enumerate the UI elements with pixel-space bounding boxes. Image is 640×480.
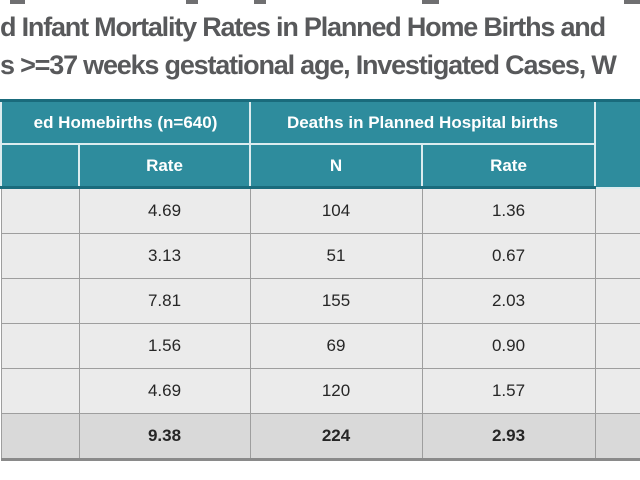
table-row: 7.81 155 2.03 — [0, 278, 640, 324]
cell-n-hospital: 155 — [249, 278, 423, 324]
cell-total-rate-hospital: 2.93 — [421, 413, 596, 461]
cell-rate-hospital: 0.67 — [421, 233, 596, 279]
cell-label-cropped — [0, 368, 80, 414]
cell-label-cropped — [0, 413, 80, 461]
table-total-row: 9.38 224 2.93 — [0, 413, 640, 461]
header-rate-homebirths: Rate — [78, 143, 251, 189]
cropped-text-fragment — [10, 0, 25, 4]
cell-n-hospital: 104 — [249, 187, 423, 234]
cell-total-rate-home: 9.38 — [78, 413, 251, 461]
title-line-1: d Infant Mortality Rates in Planned Home… — [0, 12, 606, 42]
table-row: 4.69 104 1.36 — [0, 187, 640, 234]
header-cropped-left-col — [0, 143, 80, 189]
cell-rate-home: 4.69 — [78, 368, 251, 414]
cell-rate-home: 7.81 — [78, 278, 251, 324]
cell-right-cropped — [594, 323, 640, 369]
cell-rate-hospital: 2.03 — [421, 278, 596, 324]
cropped-text-fragment — [422, 0, 439, 4]
cell-rate-home: 4.69 — [78, 187, 251, 234]
cell-rate-hospital: 0.90 — [421, 323, 596, 369]
cell-rate-hospital: 1.57 — [421, 368, 596, 414]
cell-n-hospital: 120 — [249, 368, 423, 414]
mortality-table-grid: ed Homebirths (n=640) Deaths in Planned … — [0, 99, 640, 461]
cell-rate-hospital: 1.36 — [421, 187, 596, 234]
header-group-right-partial: R — [594, 99, 640, 189]
table-row: 3.13 51 0.67 — [0, 233, 640, 279]
cell-label-cropped — [0, 323, 80, 369]
header-group-homebirths: ed Homebirths (n=640) — [0, 99, 251, 145]
cell-right-cropped — [594, 233, 640, 279]
cell-label-cropped — [0, 233, 80, 279]
cropped-text-fragment — [254, 0, 266, 4]
cell-right-cropped — [594, 368, 640, 414]
page-title: d Infant Mortality Rates in Planned Home… — [0, 8, 640, 84]
mortality-table: ed Homebirths (n=640) Deaths in Planned … — [0, 99, 640, 461]
header-group-hospital-births: Deaths in Planned Hospital births — [248, 99, 597, 145]
cell-rate-home: 1.56 — [78, 323, 251, 369]
title-line-2: s >=37 weeks gestational age, Investigat… — [0, 50, 617, 80]
cell-n-hospital: 51 — [249, 233, 423, 279]
cropped-text-fragment — [624, 0, 640, 4]
cell-label-cropped — [0, 278, 80, 324]
cell-total-n-hospital: 224 — [249, 413, 423, 461]
header-group-row: ed Homebirths (n=640) Deaths in Planned … — [0, 99, 640, 189]
table-row: 1.56 69 0.90 — [0, 323, 640, 369]
cell-right-cropped — [594, 278, 640, 324]
cell-rate-home: 3.13 — [78, 233, 251, 279]
cell-label-cropped — [0, 187, 80, 234]
header-n-hospital: N — [249, 143, 423, 189]
cell-right-cropped — [594, 413, 640, 461]
cell-right-cropped — [594, 187, 640, 234]
cropped-text-fragment — [186, 0, 198, 4]
header-subrow: Rate N Rate — [0, 143, 640, 189]
cell-n-hospital: 69 — [249, 323, 423, 369]
header-rate-hospital: Rate — [420, 143, 597, 189]
table-row: 4.69 120 1.57 — [0, 368, 640, 414]
